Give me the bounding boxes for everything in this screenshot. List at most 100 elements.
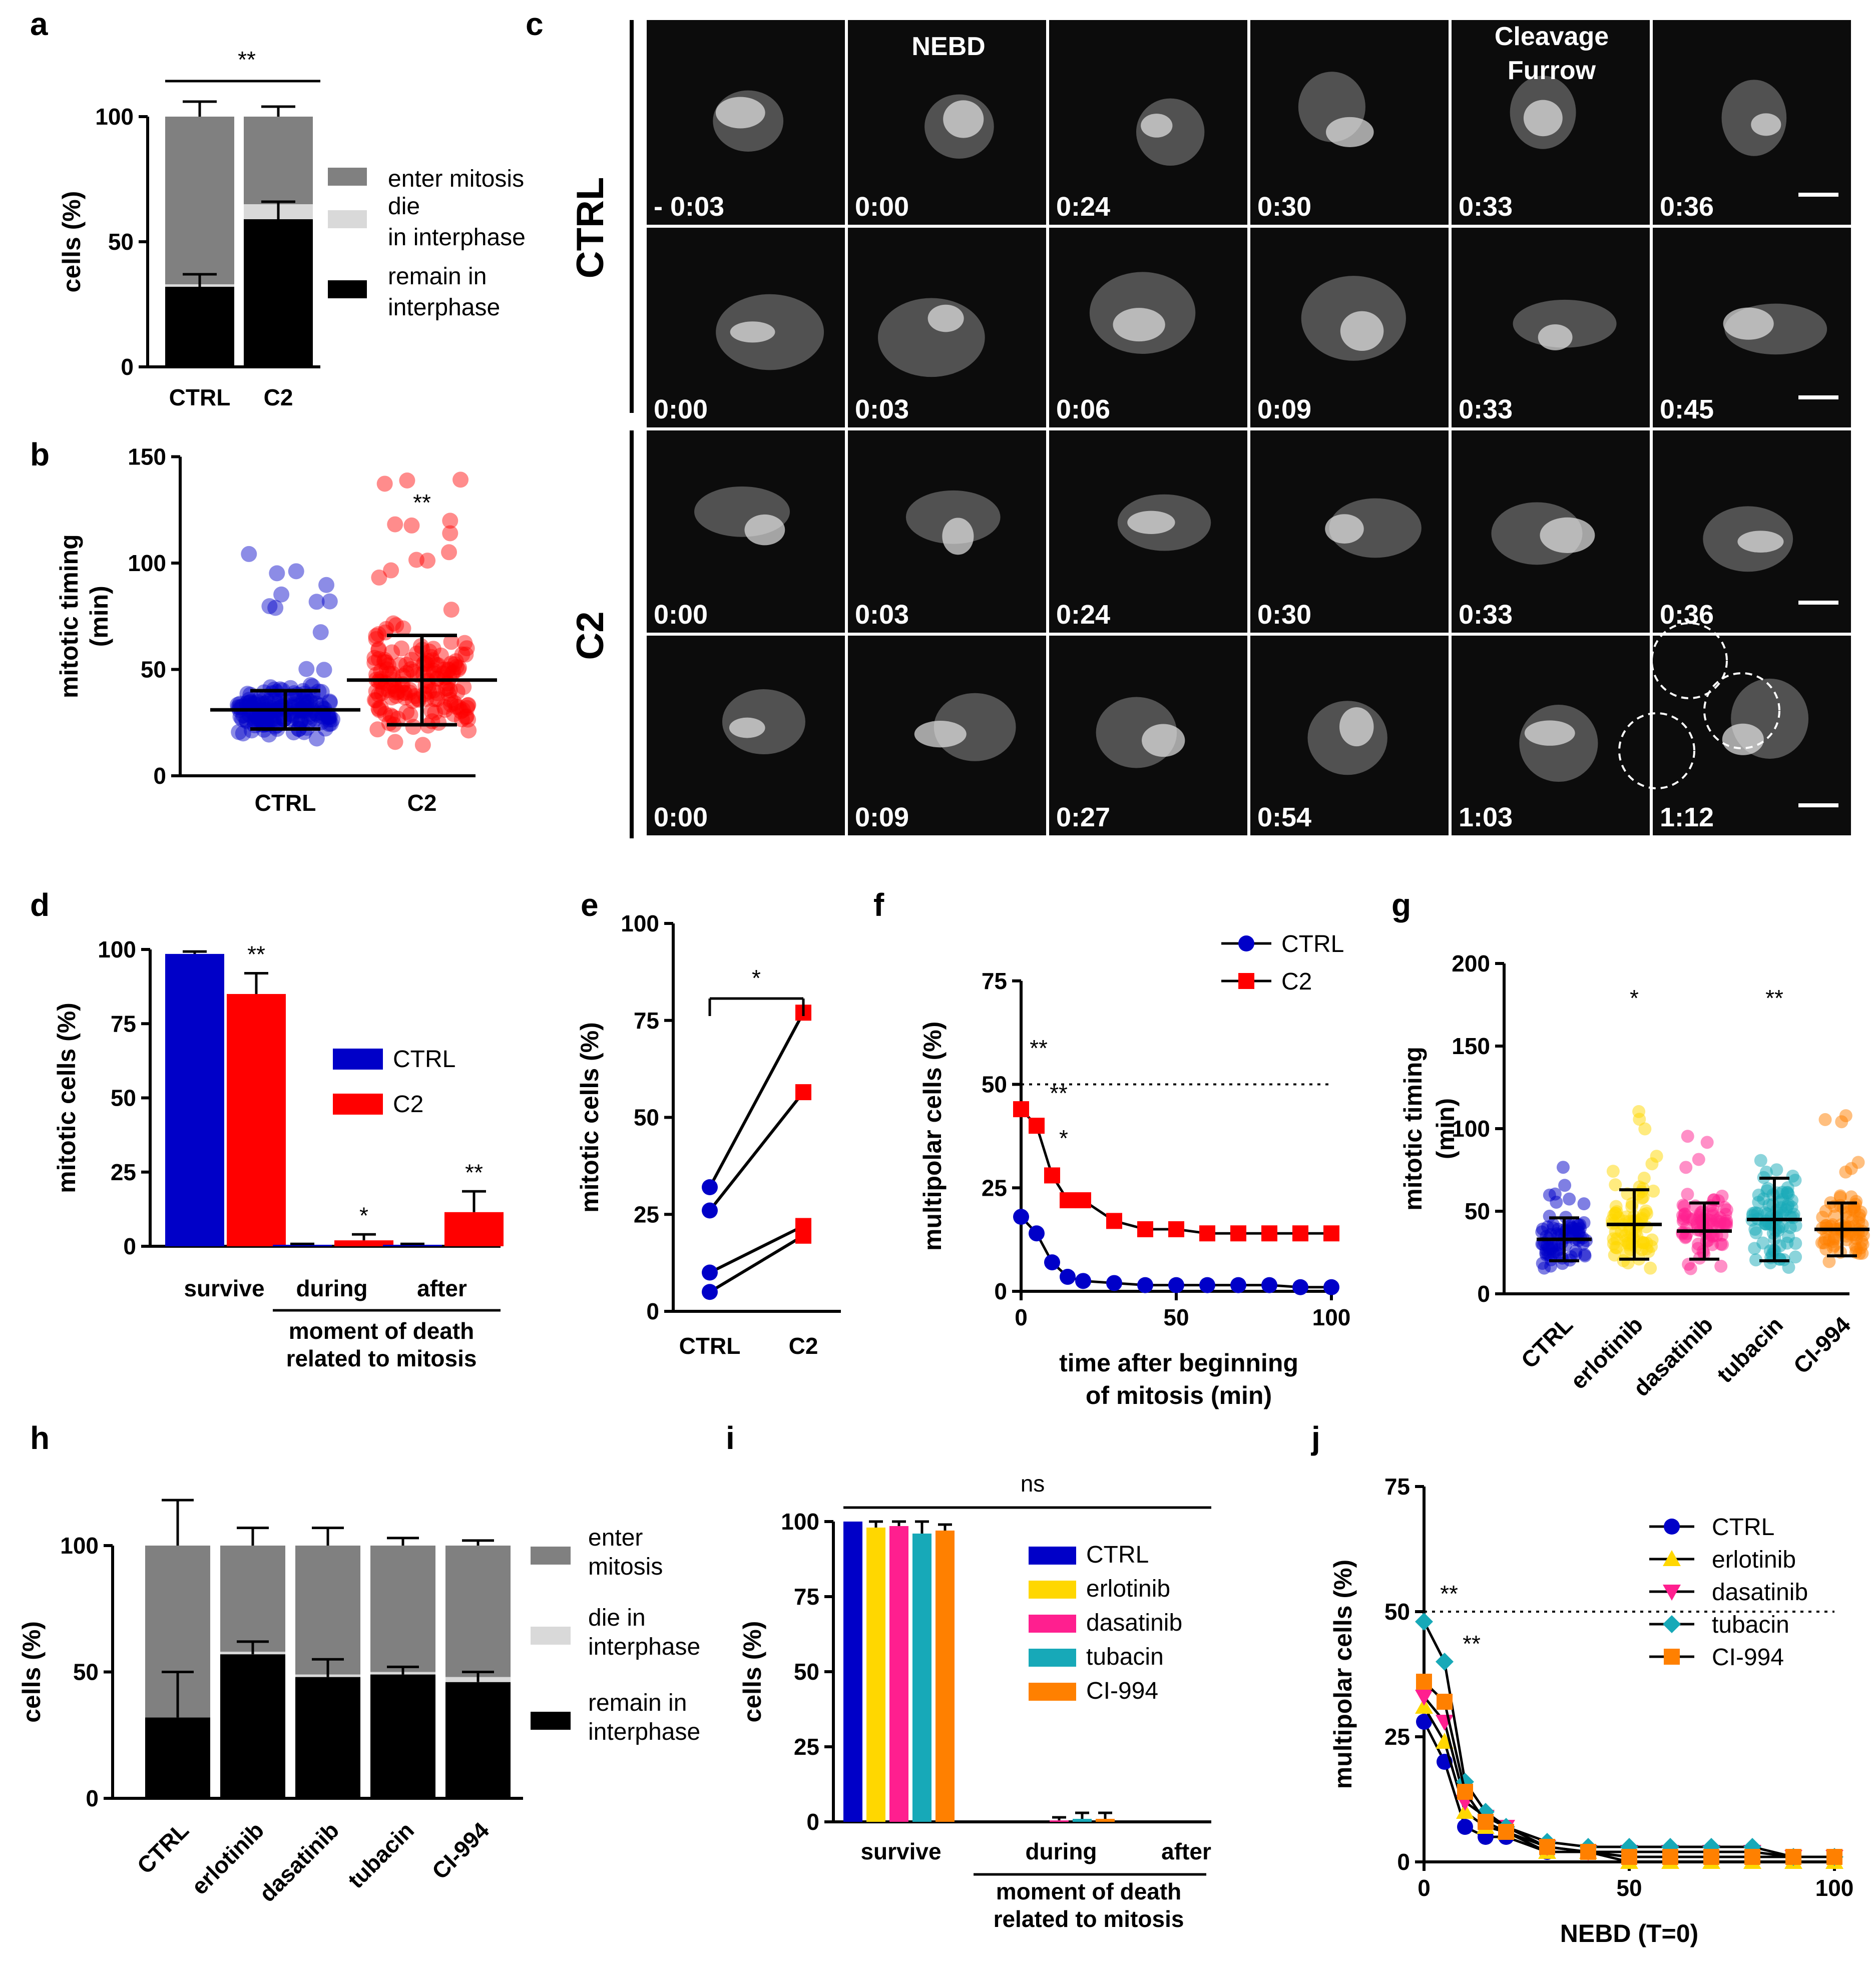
legend-text: enter mitosis (388, 166, 524, 192)
data-point-CTRL (1292, 1279, 1308, 1295)
timestamp: 0:24 (1056, 600, 1110, 630)
panel-g-y-tick-label: 200 (1452, 950, 1490, 976)
data-point-tubacin (1749, 1226, 1763, 1240)
data-point-C2 (441, 544, 457, 561)
data-point-C2 (1029, 1118, 1045, 1134)
data-point-CTRL (292, 713, 308, 730)
pair-line (709, 1224, 804, 1274)
timestamp: 0:09 (855, 802, 909, 832)
data-point-CTRL (254, 712, 270, 728)
data-point-CTRL (1416, 1714, 1432, 1730)
panel-i-y-label: cells (%) (738, 1621, 766, 1723)
legend-text: in interphase (388, 224, 526, 251)
data-point-erlotinib (1625, 1197, 1639, 1210)
data-point-C2 (460, 697, 477, 713)
timestamp: 0:36 (1660, 192, 1714, 222)
legend-text: remain in (588, 1690, 687, 1716)
data-point-C2 (423, 703, 440, 719)
spindle (1540, 517, 1595, 553)
data-point-C2 (441, 682, 458, 699)
data-point-CI-994 (1828, 1209, 1841, 1223)
data-point-CTRL (301, 712, 318, 729)
data-point-C2 (370, 686, 387, 703)
x-tick-label-after: after (1161, 1838, 1211, 1864)
panel-g-y-label-1: mitotic timing (1399, 1047, 1427, 1211)
legend-swatch-CTRL (333, 1049, 383, 1070)
bar-CTRL-survive (165, 953, 224, 1246)
data-point-tubacin (1789, 1219, 1802, 1232)
data-point-CTRL (289, 710, 305, 727)
legend-marker-CTRL (1238, 935, 1254, 951)
data-point-dasatinib (1706, 1203, 1719, 1216)
micrograph-cell: 0:27 (1049, 636, 1247, 835)
x-tick-label-CTRL: CTRL (169, 384, 231, 410)
data-point-tubacin (1757, 1192, 1770, 1206)
panel-e-y-tick-label: 75 (634, 1008, 659, 1034)
data-point-CTRL (267, 600, 284, 616)
bar-enter-CI-994 (445, 1546, 511, 1677)
bar-enter-C2 (244, 117, 313, 204)
legend-swatch-C2 (333, 1094, 383, 1115)
legend-text: interphase (588, 1719, 700, 1745)
data-point-C2 (429, 685, 445, 701)
bar-C2-after (444, 1212, 504, 1246)
data-point-dasatinib (1715, 1189, 1729, 1203)
data-point-CTRL (241, 546, 257, 562)
data-point-C2 (453, 711, 470, 728)
data-point-C2 (425, 665, 442, 682)
panel-f-y-label: multipolar cells (%) (918, 1022, 947, 1251)
panel-label-e: e (581, 887, 599, 923)
data-point-CTRL (306, 711, 323, 728)
bar-dasatinib-during (1050, 1820, 1069, 1822)
data-point-C2 (460, 711, 477, 728)
spindle (943, 100, 984, 138)
data-point-C2 (425, 682, 441, 699)
data-point-CTRL (241, 694, 258, 711)
x-tick-label-survive: survive (184, 1275, 264, 1301)
data-point-CTRL (246, 714, 263, 730)
bar-enter-erlotinib (220, 1546, 285, 1652)
timestamp: 0:36 (1660, 600, 1714, 630)
data-point-CTRL (288, 563, 304, 580)
data-point-C2 (425, 641, 441, 657)
data-point-CI-994 (1826, 1849, 1842, 1865)
data-point-C2 (380, 682, 397, 698)
data-point-CTRL (258, 714, 274, 731)
bar-CTRL-during (273, 1245, 332, 1246)
row-label-c2: C2 (569, 611, 612, 660)
data-point-C2 (457, 709, 474, 725)
legend-text-C2: C2 (1281, 968, 1312, 995)
panel-f-x-tick-label: 0 (1015, 1304, 1028, 1330)
data-point-C2 (1168, 1221, 1184, 1237)
data-point-erlotinib (1622, 1225, 1635, 1239)
data-point-C2 (1292, 1225, 1308, 1242)
micrograph-cell: 0:36 (1653, 20, 1851, 225)
panel-d-y-tick-label: 25 (111, 1159, 136, 1185)
data-point-dasatinib (1714, 1259, 1728, 1273)
data-point-C2 (403, 517, 420, 534)
data-point-CTRL (1261, 1277, 1277, 1293)
data-point-CTRL (298, 694, 315, 711)
data-point-C2 (430, 715, 447, 731)
data-point-tubacin (1748, 1242, 1761, 1255)
data-point-CTRL (250, 711, 266, 727)
data-point-CTRL (247, 711, 264, 728)
data-point-C2 (407, 688, 423, 704)
data-point-C2 (384, 666, 401, 682)
data-point-C2 (421, 643, 437, 660)
data-point-CTRL (1547, 1247, 1560, 1260)
cell-body (722, 689, 805, 755)
daughter-cell-outline (1651, 622, 1728, 699)
micrograph-cell: 0:30 (1250, 430, 1449, 633)
data-point-erlotinib (1650, 1150, 1663, 1163)
panel-label-g: g (1391, 887, 1411, 923)
bar-remain-tubacin (370, 1674, 435, 1798)
panel-f-chart: 0 25 50 75 0 50 100 multipolar cells (%) time af… (918, 931, 1350, 1409)
timestamp: 0:24 (1056, 192, 1110, 222)
data-point-C2 (455, 679, 472, 695)
x-tick-label-dasatinib: dasatinib (254, 1817, 344, 1907)
data-point-C2 (459, 700, 476, 716)
data-point-tubacin (1782, 1261, 1795, 1274)
timestamp: 0:27 (1056, 802, 1110, 832)
data-point-C2 (450, 661, 466, 678)
